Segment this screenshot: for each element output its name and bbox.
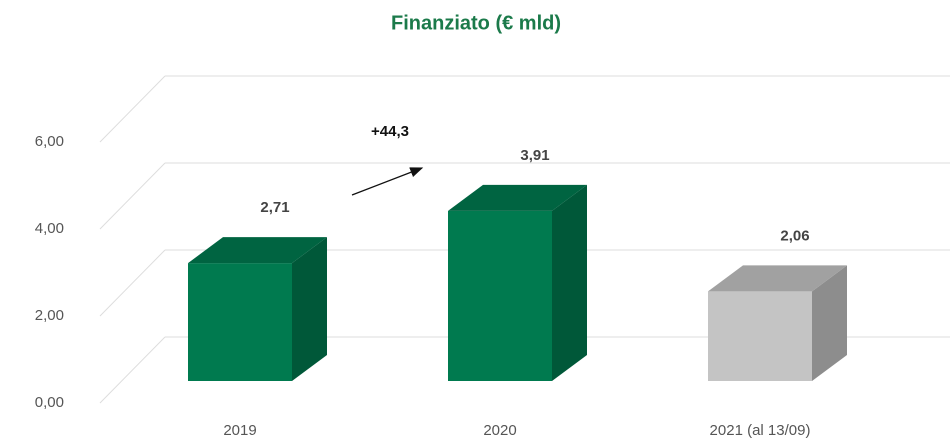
- grid-line: [99, 75, 166, 143]
- grid-line: [99, 162, 166, 230]
- x-tick-label: 2019: [223, 422, 256, 439]
- bar-top: [708, 265, 847, 292]
- bar: [188, 263, 292, 381]
- annotation: +44,3: [371, 123, 409, 140]
- grid-line: [99, 249, 166, 317]
- y-tick-label: 6,00: [35, 133, 64, 150]
- bar: [448, 210, 552, 381]
- bar-side: [552, 184, 587, 381]
- value-label: 2,06: [780, 227, 809, 244]
- y-tick-label: 0,00: [35, 394, 64, 411]
- bar: [708, 291, 812, 381]
- bar-side: [812, 265, 847, 381]
- bar-side: [292, 237, 327, 381]
- chart-title: Finanziato (€ mld): [391, 12, 561, 34]
- bar-top: [448, 184, 587, 211]
- x-tick-label: 2020: [483, 422, 516, 439]
- x-tick-label: 2021 (al 13/09): [710, 422, 811, 439]
- y-tick-label: 2,00: [35, 307, 64, 324]
- y-tick-label: 4,00: [35, 220, 64, 237]
- value-label: 3,91: [520, 147, 549, 164]
- annotation-arrow: [351, 167, 424, 196]
- bar-top: [188, 237, 327, 264]
- grid-line: [99, 336, 166, 404]
- value-label: 2,71: [260, 199, 289, 216]
